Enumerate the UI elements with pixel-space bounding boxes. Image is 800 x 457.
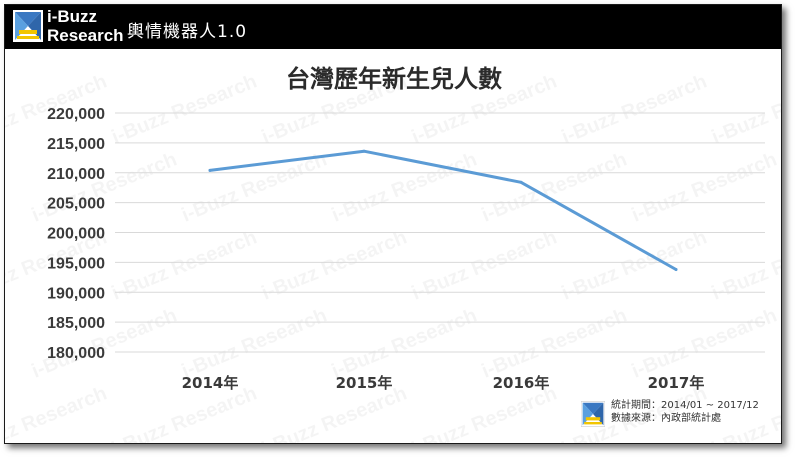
ibuzz-small-logo-icon — [581, 401, 605, 427]
watermark-text: i-Buzz Research — [629, 304, 780, 382]
series-layer — [208, 149, 678, 271]
ibuzz-logo-icon — [13, 10, 43, 42]
watermark-text: i-Buzz Research — [259, 226, 410, 304]
watermark-text: i-Buzz Research — [409, 226, 560, 304]
x-axis: 2014年 2015年 2016年 2017年 — [182, 374, 705, 392]
watermark-text: i-Buzz Research — [559, 226, 710, 304]
data-point — [519, 180, 523, 184]
watermark-text: i-Buzz Research — [109, 70, 260, 148]
watermark-text: i-Buzz Research — [5, 382, 110, 444]
data-point — [362, 149, 366, 153]
footer-text: 統計期間：2014/01 ~ 2017/12 數據來源：內政部統計處 — [611, 399, 759, 425]
watermark-text: i-Buzz Research — [479, 148, 630, 226]
x-tick-label: 2015年 — [336, 374, 393, 392]
header-bar: i-Buzz Research 輿情機器人1.0 — [5, 5, 781, 49]
y-tick-label: 190,000 — [47, 285, 105, 302]
series-line — [208, 149, 678, 271]
watermark-text: i-Buzz Research — [179, 304, 330, 382]
y-tick-label: 215,000 — [47, 136, 105, 153]
y-tick-label: 210,000 — [47, 166, 105, 183]
watermark-text: i-Buzz Research — [779, 304, 782, 382]
watermark-text: i-Buzz Research — [329, 304, 480, 382]
x-tick-label: 2014年 — [182, 374, 239, 392]
product-name: 輿情機器人1.0 — [127, 22, 248, 42]
watermark-text: i-Buzz Research — [709, 70, 782, 148]
source-note: 統計期間：2014/01 ~ 2017/12 數據來源：內政部統計處 — [581, 399, 759, 429]
watermark-text: i-Buzz Research — [779, 148, 782, 226]
y-tick-label: 220,000 — [47, 106, 105, 123]
y-tick-label: 195,000 — [47, 255, 105, 272]
x-tick-label: 2017年 — [648, 374, 705, 392]
y-tick-label: 205,000 — [47, 196, 105, 213]
brand-name: i-Buzz Research — [47, 7, 124, 45]
x-tick-label: 2016年 — [493, 374, 550, 392]
watermark-text: i-Buzz Research — [629, 148, 780, 226]
grid-layer — [115, 112, 765, 353]
chart-title: 台灣歷年新生兒人數 — [286, 65, 502, 93]
brand-line-1: i-Buzz — [47, 7, 98, 26]
data-point — [674, 268, 678, 271]
chart-frame: i-Buzz Research 輿情機器人1.0 i-Buzz Research… — [4, 4, 782, 444]
statistics-period: 統計期間：2014/01 ~ 2017/12 — [611, 400, 759, 411]
brand-line-2: Research — [47, 26, 124, 45]
watermark-text: i-Buzz Research — [109, 226, 260, 304]
watermark-text: i-Buzz Research — [709, 226, 782, 304]
watermark-text: i-Buzz Research — [559, 70, 710, 148]
y-tick-label: 185,000 — [47, 315, 105, 332]
data-point — [208, 168, 212, 172]
y-tick-label: 200,000 — [47, 226, 105, 243]
watermark-text: i-Buzz Research — [179, 148, 330, 226]
data-source: 數據來源：內政部統計處 — [611, 413, 721, 424]
y-axis: 220,000 215,000 210,000 205,000 200,000 195,0… — [47, 106, 105, 362]
y-tick-label: 180,000 — [47, 345, 105, 362]
watermark-text: i-Buzz Research — [479, 304, 630, 382]
watermark-text: i-Buzz Research — [29, 148, 180, 226]
